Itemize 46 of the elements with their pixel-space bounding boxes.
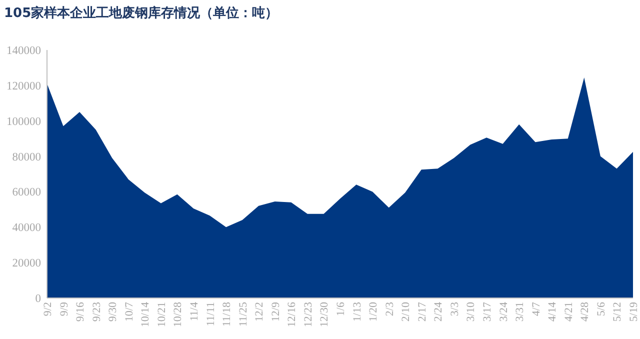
y-tick-label: 40000 (12, 222, 42, 234)
y-tick-label: 140000 (6, 45, 42, 57)
y-tick-label: 0 (35, 293, 42, 305)
x-tick-label: 12/23 (302, 302, 314, 328)
x-tick-label: 10/14 (140, 302, 152, 328)
chart-title: 105家样本企业工地废钢库存情况（单位：吨） (4, 5, 278, 21)
x-tick-label: 10/28 (172, 302, 184, 328)
x-tick-label: 1/6 (335, 302, 347, 316)
x-tick-label: 12/9 (270, 302, 282, 322)
x-tick-label: 5/6 (595, 302, 608, 316)
x-tick-label: 9/2 (42, 302, 54, 316)
x-tick-label: 9/9 (58, 302, 70, 316)
x-tick-label: 4/7 (530, 302, 542, 316)
y-tick-label: 120000 (6, 80, 42, 92)
y-tick-label: 100000 (6, 116, 42, 128)
x-tick-label: 9/23 (90, 302, 103, 322)
x-tick-label: 11/11 (204, 302, 217, 326)
x-tick-label: 10/7 (123, 302, 136, 322)
x-tick-label: 11/18 (221, 302, 234, 327)
x-tick-label: 9/30 (107, 302, 120, 322)
x-tick-label: 5/19 (628, 302, 640, 322)
x-tick-label: 3/3 (448, 302, 461, 316)
y-tick-label: 80000 (12, 151, 42, 164)
x-tick-label: 3/10 (465, 302, 478, 322)
x-tick-label: 12/16 (286, 302, 298, 328)
x-tick-label: 4/14 (546, 302, 559, 322)
x-tick-label: 12/2 (254, 302, 266, 322)
x-tick-label: 12/30 (318, 302, 331, 328)
x-tick-label: 4/21 (562, 302, 575, 322)
x-tick-label: 2/17 (416, 302, 428, 322)
x-tick-label: 3/31 (514, 302, 526, 322)
y-tick-label: 60000 (12, 186, 42, 199)
x-tick-label: 11/25 (237, 302, 250, 327)
x-tick-label: 9/16 (74, 302, 87, 322)
x-tick-label: 3/24 (498, 302, 510, 322)
x-tick-label: 5/12 (612, 302, 624, 322)
x-tick-label: 1/20 (368, 302, 380, 322)
x-tick-label: 3/17 (482, 302, 494, 322)
x-tick-label: 2/3 (384, 302, 396, 316)
y-tick-label: 20000 (12, 258, 42, 270)
x-tick-label: 11/4 (188, 302, 200, 322)
x-tick-label: 2/24 (432, 302, 445, 322)
x-tick-label: 10/21 (156, 302, 168, 328)
x-tick-label: 1/13 (351, 302, 364, 322)
x-tick-label: 4/28 (579, 302, 592, 322)
x-tick-label: 2/10 (400, 302, 412, 322)
